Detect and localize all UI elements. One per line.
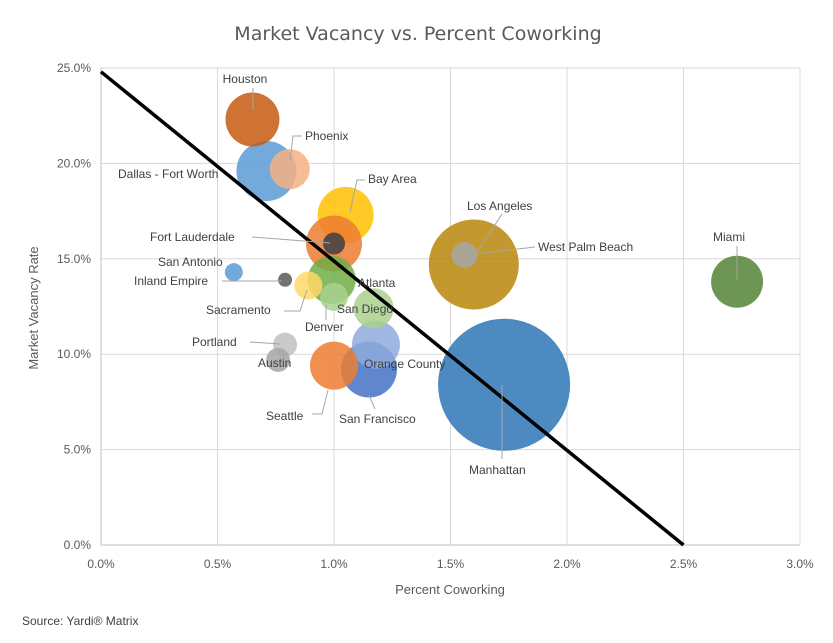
x-tick-label: 0.5%	[204, 557, 232, 571]
label-denver: Denver	[305, 320, 344, 334]
leader-line-fort-lauderdale	[251, 236, 331, 244]
leader-line-seattle	[312, 389, 329, 415]
leader-line-portland	[249, 341, 281, 345]
x-tick-label: 0.0%	[87, 557, 115, 571]
bubble-fort-lauderdale-center	[323, 232, 345, 255]
bubbles	[224, 92, 764, 451]
leader-line-sacramento	[284, 289, 308, 312]
label-san-diego: San Diego	[337, 302, 393, 316]
gridlines	[100, 67, 801, 546]
bubble-san-diego	[353, 288, 394, 329]
x-axis-title: Percent Coworking	[395, 582, 505, 597]
bubble-miami	[711, 255, 764, 308]
trendline	[99, 70, 685, 547]
label-san-antonio: San Antonio	[158, 255, 223, 269]
x-tick-label: 1.0%	[320, 557, 348, 571]
x-tick-label: 2.5%	[670, 557, 698, 571]
label-orange-county: Orange County	[364, 357, 445, 371]
bubble-los-angeles	[428, 219, 519, 310]
label-atlanta: Atlanta	[358, 276, 396, 290]
label-phoenix: Phoenix	[305, 129, 348, 143]
bubble-sacramento	[294, 271, 323, 300]
label-fort-lauderdale: Fort Lauderdale	[150, 230, 235, 244]
label-austin: Austin	[258, 356, 291, 370]
bubble-manhattan	[438, 318, 571, 451]
bubble-houston	[225, 92, 280, 147]
leader-line-west-palm-beach	[465, 246, 536, 256]
source-note: Source: Yardi® Matrix	[22, 614, 139, 628]
bubble-austin	[266, 347, 291, 372]
y-tick-label: 10.0%	[57, 347, 91, 361]
x-tick-label: 2.0%	[553, 557, 581, 571]
y-tick-label: 5.0%	[64, 443, 92, 457]
label-miami: Miami	[713, 230, 745, 244]
x-tick-label: 3.0%	[786, 557, 814, 571]
trendline-layer	[99, 70, 685, 547]
label-dallas-fort-worth: Dallas - Fort Worth	[118, 167, 218, 181]
label-bay-area: Bay Area	[368, 172, 417, 186]
label-houston: Houston	[223, 72, 268, 86]
y-axis-title: Market Vacancy Rate	[26, 246, 41, 369]
leader-line-los-angeles	[469, 213, 503, 264]
x-tick-label: 1.5%	[437, 557, 465, 571]
bubble-denver	[320, 282, 348, 311]
y-tick-label: 15.0%	[57, 252, 91, 266]
y-tick-label: 25.0%	[57, 61, 91, 75]
bubble-orange-county	[351, 320, 400, 369]
leader-line-san-francisco	[368, 394, 376, 410]
label-sacramento: Sacramento	[206, 303, 271, 317]
bubble-west-palm-beach	[451, 241, 478, 268]
label-san-francisco: San Francisco	[339, 412, 416, 426]
leader-line-bay-area	[349, 179, 365, 213]
label-los-angeles: Los Angeles	[467, 199, 532, 213]
chart-title: Market Vacancy vs. Percent Coworking	[234, 23, 601, 45]
leader-line-phoenix	[289, 135, 302, 161]
bubble-inland-empire	[278, 272, 293, 287]
bubble-san-antonio	[224, 263, 243, 282]
axes: 0.0% 0.5% 1.0% 1.5% 2.0% 2.5% 3.0% 0.0% 5.0% 10.0…	[57, 61, 814, 571]
y-tick-label: 0.0%	[64, 538, 92, 552]
point-labels: Houston Phoenix Dallas - Fort Worth Bay Are…	[118, 72, 745, 477]
label-portland: Portland	[192, 335, 237, 349]
label-inland-empire: Inland Empire	[134, 274, 208, 288]
bubble-phoenix	[269, 149, 310, 190]
bubble-seattle	[310, 341, 358, 390]
y-tick-label: 20.0%	[57, 156, 91, 170]
label-seattle: Seattle	[266, 409, 304, 423]
label-manhattan: Manhattan	[469, 463, 526, 477]
label-west-palm-beach: West Palm Beach	[538, 240, 633, 254]
